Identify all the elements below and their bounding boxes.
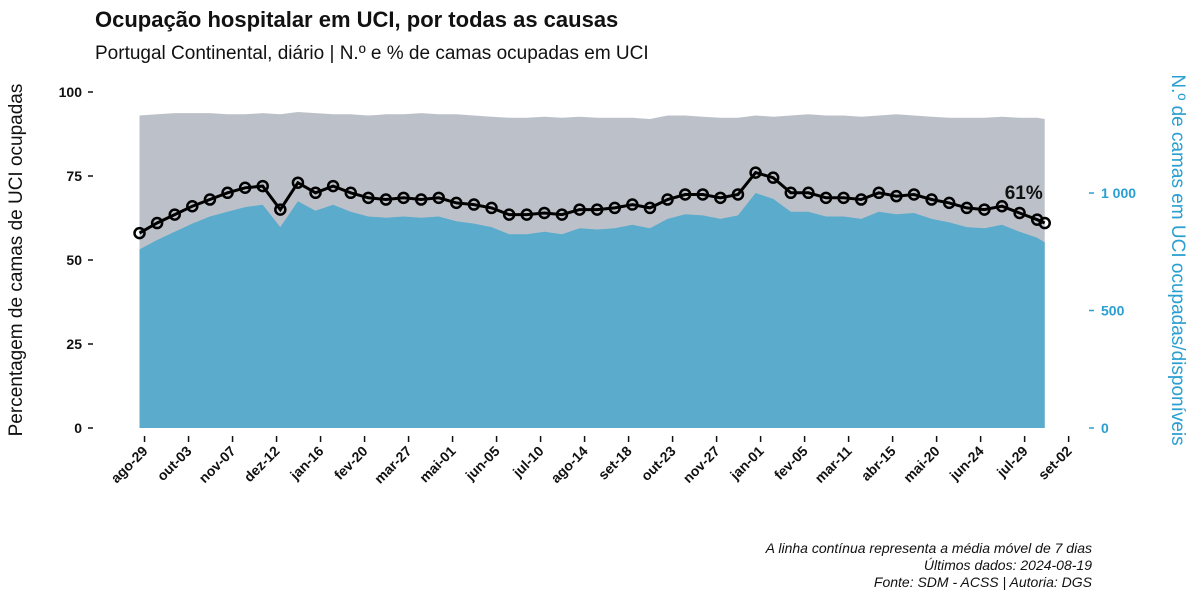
x-tick-label: mar-27 — [371, 443, 415, 487]
point — [432, 191, 445, 205]
point — [362, 191, 375, 205]
point — [238, 181, 252, 195]
point — [608, 201, 622, 215]
annotation: A linha contínua representa a média móve… — [765, 540, 1092, 556]
point — [186, 199, 199, 213]
point — [784, 186, 798, 200]
x-tick-label: out-23 — [638, 443, 679, 484]
point — [291, 176, 305, 189]
point — [960, 201, 974, 215]
x-tick-label: jan-16 — [286, 443, 327, 484]
x-tick-label: out-03 — [154, 443, 195, 484]
point — [942, 196, 956, 210]
point — [203, 193, 217, 206]
x-tick-label: jun-05 — [462, 443, 503, 484]
x-tick-label: jun-24 — [946, 443, 987, 484]
y-tick-label: 25 — [66, 336, 82, 352]
point — [150, 216, 164, 230]
y-tick-label: 0 — [74, 420, 82, 436]
point — [854, 193, 868, 206]
point — [555, 208, 569, 221]
x-tick-label: fev-20 — [331, 443, 371, 483]
point — [714, 191, 727, 205]
x-tick-label: jan-01 — [726, 443, 767, 484]
point — [696, 188, 710, 201]
point — [1038, 216, 1051, 230]
point — [749, 166, 762, 179]
point — [1013, 206, 1026, 220]
point — [168, 208, 181, 221]
y-tick-label: 50 — [66, 252, 82, 268]
point — [907, 188, 921, 201]
point — [221, 186, 234, 200]
point — [925, 193, 938, 206]
point — [872, 186, 886, 200]
area — [139, 193, 1045, 428]
point — [309, 186, 322, 200]
point — [573, 203, 586, 216]
point — [678, 188, 692, 201]
x-tick-label: mai-01 — [416, 443, 459, 486]
point — [626, 198, 639, 211]
point — [978, 203, 991, 216]
x-tick-label: mai-20 — [900, 443, 943, 486]
y-tick-label: 100 — [59, 84, 83, 100]
point — [802, 186, 815, 200]
x-tick-label: set-02 — [1035, 443, 1075, 483]
point — [590, 203, 604, 216]
point — [643, 201, 657, 215]
point — [344, 186, 357, 200]
x-tick-label: fev-05 — [771, 443, 811, 483]
x-tick-label: ago-29 — [107, 443, 150, 486]
point — [379, 193, 393, 206]
point — [538, 206, 551, 220]
y2-tick-label: 1 000 — [1101, 185, 1136, 201]
point — [397, 191, 410, 205]
x-tick-label: dez-12 — [241, 443, 283, 485]
x-tick-label: set-18 — [595, 443, 635, 483]
point — [520, 208, 534, 221]
y-axis-label: Percentagem de camas de UCI ocupadas — [6, 84, 27, 437]
y2-axis-label: N.º de camas em UCI ocupadas/disponíveis — [1167, 74, 1188, 445]
point — [731, 188, 745, 201]
point — [326, 179, 340, 193]
point — [256, 179, 269, 193]
x-tick-label: jul-10 — [509, 443, 547, 481]
point — [890, 189, 903, 203]
point — [414, 193, 428, 206]
point — [502, 208, 516, 221]
point — [995, 199, 1009, 213]
point — [485, 201, 498, 215]
point — [837, 191, 850, 205]
point — [467, 198, 481, 211]
data-label: 61% — [1005, 183, 1043, 204]
y2-tick-label: 500 — [1101, 303, 1125, 319]
y-tick-label: 75 — [66, 168, 82, 184]
point — [766, 171, 780, 184]
annotation: Últimos dados: 2024-08-19 — [924, 557, 1092, 573]
point — [274, 203, 287, 216]
x-tick-label: ago-14 — [547, 443, 590, 486]
point — [819, 191, 833, 205]
point — [133, 226, 146, 240]
x-tick-label: nov-07 — [195, 443, 238, 486]
chart-subtitle: Portugal Continental, diário | N.º e % d… — [95, 43, 649, 64]
chart-title: Ocupação hospitalar em UCI, por todas as… — [95, 7, 618, 32]
x-tick-label: jul-29 — [993, 443, 1031, 481]
annotation: Fonte: SDM - ACSS | Autoria: DGS — [874, 574, 1093, 590]
x-tick-label: abr-15 — [858, 443, 899, 484]
y2-tick-label: 0 — [1101, 420, 1109, 436]
x-tick-label: nov-27 — [679, 443, 722, 486]
point — [450, 196, 463, 210]
x-tick-label: mar-11 — [811, 443, 854, 486]
point — [661, 193, 674, 206]
